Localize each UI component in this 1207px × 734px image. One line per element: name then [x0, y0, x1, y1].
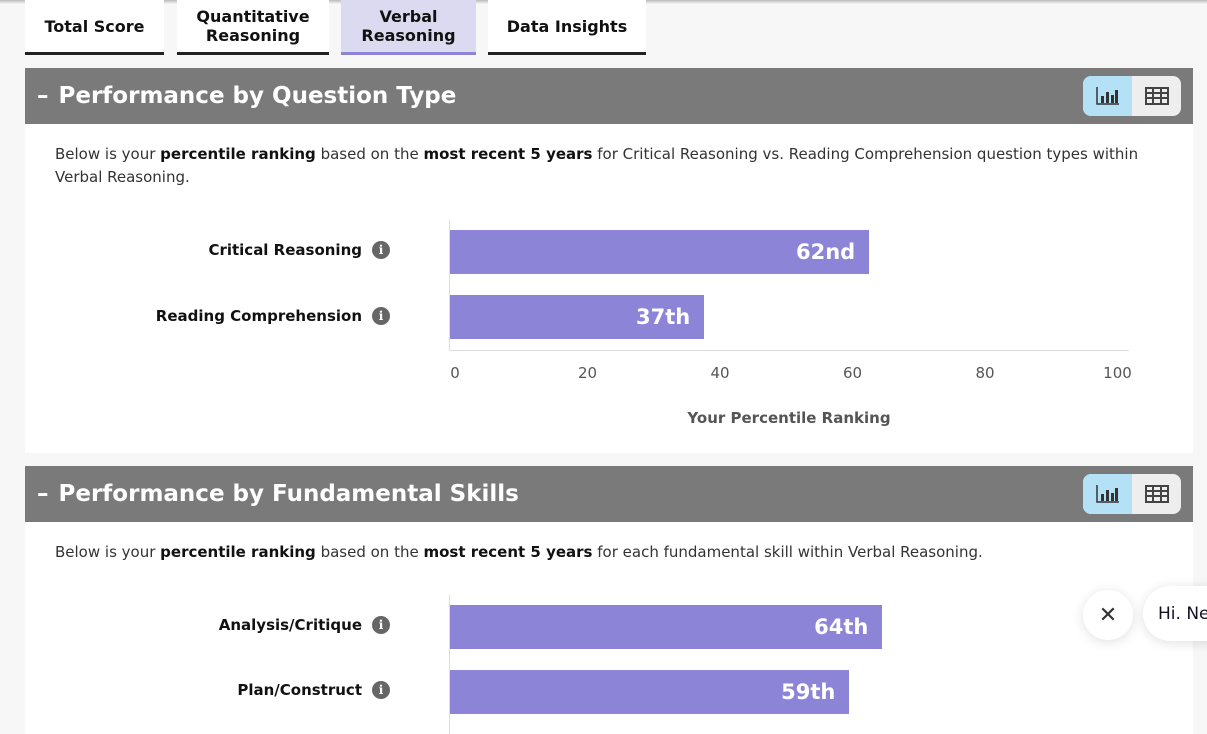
view-toggle[interactable] [1083, 474, 1181, 514]
bar-plan-construct: 59th [450, 670, 850, 714]
close-icon[interactable]: ✕ [1083, 590, 1133, 640]
section-card [25, 124, 1193, 453]
x-tick-label: 80 [975, 364, 995, 382]
bar-reading-comprehension: 37th [450, 295, 705, 339]
collapse-icon[interactable]: – [37, 83, 49, 109]
view-toggle[interactable] [1083, 76, 1181, 116]
y-axis-line [449, 220, 450, 351]
x-tick-label: 100 [1103, 364, 1132, 382]
collapse-icon[interactable]: – [37, 481, 49, 507]
data-label: 37th [635, 305, 691, 329]
section-title: Performance by Question Type [58, 83, 457, 109]
category-label: Plan/Construct i [237, 681, 390, 699]
category-label: Reading Comprehension i [156, 307, 390, 325]
info-icon[interactable]: i [372, 307, 390, 325]
x-axis-line [449, 350, 1129, 351]
x-axis-title: Your Percentile Ranking [687, 409, 891, 427]
x-tick-label: 0 [450, 364, 460, 382]
info-icon[interactable]: i [372, 616, 390, 634]
bar-chart-icon[interactable] [1083, 76, 1132, 116]
category-label: Analysis/Critique i [219, 616, 390, 634]
data-label: 64th [814, 615, 869, 639]
info-icon[interactable]: i [372, 681, 390, 699]
tab-quantitative-reasoning[interactable]: Quantitative Reasoning [177, 0, 329, 55]
chat-greeting: Hi. Ne [1158, 604, 1207, 624]
bar-analysis-critique: 64th [450, 605, 883, 649]
data-label: 62nd [795, 240, 856, 264]
section-description: Below is your percentile ranking based o… [55, 543, 983, 561]
info-icon[interactable]: i [372, 241, 390, 259]
data-label: 59th [781, 680, 836, 704]
x-tick-label: 60 [842, 364, 863, 382]
bar-chart-icon[interactable] [1083, 474, 1132, 514]
x-tick-label: 40 [710, 364, 730, 382]
table-icon[interactable] [1132, 474, 1181, 514]
tab-total-score[interactable]: Total Score [25, 0, 164, 55]
tab-data-insights[interactable]: Data Insights [488, 0, 646, 55]
bar-critical-reasoning: 62nd [450, 230, 870, 274]
chat-bubble[interactable]: Hi. Ne [1143, 586, 1207, 641]
x-tick-label: 20 [577, 364, 598, 382]
category-label: Critical Reasoning i [208, 241, 390, 259]
table-icon[interactable] [1132, 76, 1181, 116]
section-description: Below is your percentile ranking based o… [55, 145, 1139, 186]
tab-verbal-reasoning[interactable]: Verbal Reasoning [341, 0, 476, 55]
section-header[interactable]: – Performance by Question Type [25, 68, 1193, 124]
y-axis-line [449, 595, 450, 734]
section-title: Performance by Fundamental Skills [58, 481, 519, 507]
section-header[interactable]: – Performance by Fundamental Skills [25, 466, 1193, 522]
